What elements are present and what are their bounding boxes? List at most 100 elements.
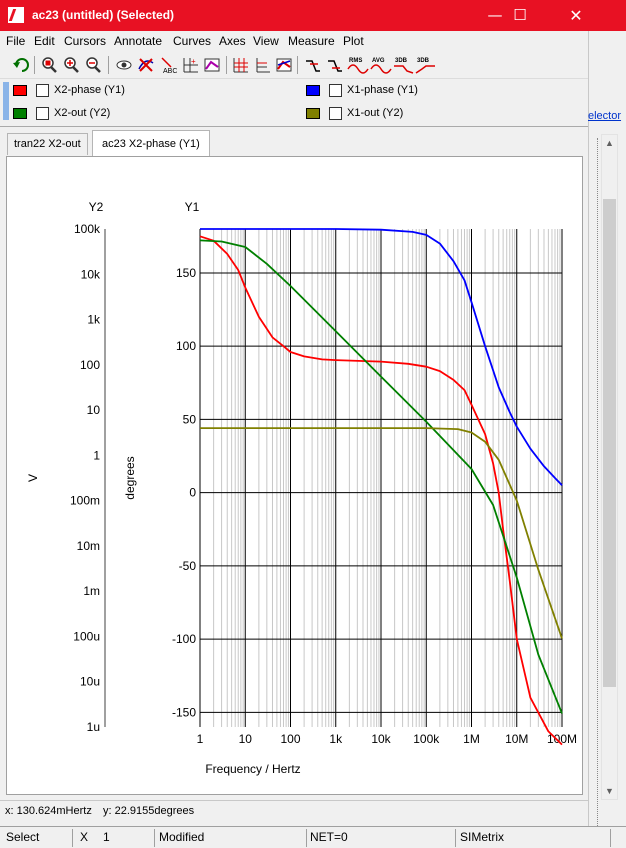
scroll-down-icon[interactable]: ▼ xyxy=(605,786,614,796)
background-link[interactable]: elector xyxy=(588,110,622,122)
3db-label: 3DB xyxy=(395,58,408,64)
legend-checkbox[interactable] xyxy=(329,107,342,120)
y2-title: Y2 xyxy=(89,200,104,214)
delete-curve-icon[interactable] xyxy=(137,55,155,75)
x-tick-label: 1k xyxy=(329,732,343,746)
3db-alt-label: 3DB xyxy=(417,58,430,64)
zoom-full-icon[interactable] xyxy=(41,55,59,75)
legend-label: X2-phase (Y1) xyxy=(54,84,125,96)
y2-tick-label: 100k xyxy=(74,222,101,236)
x-tick-label: 10k xyxy=(371,732,391,746)
3db-alt-icon[interactable]: 3DB xyxy=(415,55,437,75)
menu-curves[interactable]: Curves xyxy=(173,34,212,48)
x-tick-label: 1M xyxy=(463,732,480,746)
legend-checkbox[interactable] xyxy=(329,84,342,97)
zoom-out-icon[interactable] xyxy=(85,55,103,75)
color-icon[interactable] xyxy=(275,55,293,75)
menu-plot[interactable]: Plot xyxy=(343,34,364,48)
y2-tick-label: 1u xyxy=(87,720,100,734)
status-separator xyxy=(306,829,307,847)
tab-strip: tran22 X2-out ac23 X2-phase (Y1) xyxy=(0,126,588,156)
rms-icon[interactable]: RMS xyxy=(347,55,369,75)
legend-swatch xyxy=(306,108,320,119)
menu-edit[interactable]: Edit xyxy=(34,34,55,48)
menu-axes[interactable]: Axes xyxy=(219,34,246,48)
legend-item[interactable]: X1-out (Y2) xyxy=(306,107,506,121)
tab-ac23[interactable]: ac23 X2-phase (Y1) xyxy=(92,130,210,156)
curve-settings-icon[interactable] xyxy=(203,55,221,75)
app-logo-icon xyxy=(8,7,24,23)
background-divider xyxy=(597,138,598,828)
3db-icon[interactable]: 3DB xyxy=(393,55,415,75)
menu-cursors[interactable]: Cursors xyxy=(64,34,107,48)
legend-swatch xyxy=(306,85,320,96)
legend-checkbox[interactable] xyxy=(36,107,49,120)
legend-checkbox[interactable] xyxy=(36,84,49,97)
status-separator xyxy=(610,829,611,847)
scroll-up-icon[interactable]: ▲ xyxy=(605,138,614,148)
menu-view[interactable]: View xyxy=(253,34,279,48)
y1-tick-label: -50 xyxy=(179,559,197,573)
y2-tick-label: 100 xyxy=(80,358,100,372)
background-scrollbar[interactable]: ▲ ▼ xyxy=(601,134,618,800)
status-app: SIMetrix xyxy=(460,830,505,844)
y2-tick-label: 10k xyxy=(81,267,101,281)
y1-tick-label: -150 xyxy=(172,705,196,719)
series-line xyxy=(200,427,563,639)
label-icon[interactable]: ABC xyxy=(159,55,177,75)
toolbar-separator xyxy=(108,56,109,74)
y1-axis-label: degrees xyxy=(123,456,137,499)
legend-panel xyxy=(0,80,588,124)
y2-tick-label: 10 xyxy=(87,403,101,417)
x-axis-label: Frequency / Hertz xyxy=(205,762,300,776)
y2-tick-label: 1m xyxy=(83,584,100,598)
close-button[interactable]: ✕ xyxy=(569,6,583,25)
series-line xyxy=(199,235,563,746)
y1-tick-label: 100 xyxy=(176,339,196,353)
status-x-label: X xyxy=(80,830,89,844)
readout-x: x: 130.624mHertz xyxy=(5,805,92,817)
scroll-thumb[interactable] xyxy=(603,199,616,687)
plot-area[interactable] xyxy=(6,156,583,795)
x-tick-label: 100M xyxy=(547,732,577,746)
add-axis-icon[interactable]: + xyxy=(181,55,199,75)
y1-tick-label: -100 xyxy=(172,632,196,646)
toolbar-separator xyxy=(226,56,227,74)
y1-tick-label: 0 xyxy=(189,486,196,500)
y1-tick-label: 50 xyxy=(183,412,197,426)
menu-annotate[interactable]: Annotate xyxy=(114,34,163,48)
minimize-button[interactable]: — xyxy=(487,6,503,24)
menu-measure[interactable]: Measure xyxy=(288,34,335,48)
title-bar[interactable]: ac23 (untitled) (Selected) — ☐ ✕ xyxy=(0,0,626,31)
y1-tick-label: 150 xyxy=(176,266,196,280)
legend-item[interactable]: X2-phase (Y1) xyxy=(13,84,213,98)
status-bar: Select X 1 Modified NET=0 SIMetrix xyxy=(0,826,626,848)
legend-swatch xyxy=(13,108,27,119)
view-icon[interactable] xyxy=(115,55,133,75)
tab-tran22[interactable]: tran22 X2-out xyxy=(7,133,88,155)
x-tick-label: 10 xyxy=(239,732,253,746)
y2-tick-label: 1k xyxy=(87,313,101,327)
x-tick-label: 100k xyxy=(413,732,440,746)
legend-item[interactable]: X1-phase (Y1) xyxy=(306,84,506,98)
y2-tick-label: 10m xyxy=(77,539,100,553)
chart[interactable]: 1 10 100 1k 10k 100k 1M 10M 100M 150 100 50 0 -50 -100… xyxy=(6,156,583,795)
status-separator xyxy=(72,829,73,847)
status-mode: Select xyxy=(6,830,40,844)
axis-icon[interactable] xyxy=(253,55,271,75)
rise-icon[interactable] xyxy=(304,55,322,75)
avg-icon[interactable]: AVG xyxy=(370,55,392,75)
maximize-button[interactable]: ☐ xyxy=(513,6,527,24)
legend-item[interactable]: X2-out (Y2) xyxy=(13,107,213,121)
series-line xyxy=(200,228,563,486)
rms-label: RMS xyxy=(349,58,362,64)
status-separator xyxy=(455,829,456,847)
zoom-in-icon[interactable] xyxy=(63,55,81,75)
fall-icon[interactable] xyxy=(326,55,344,75)
grid-icon[interactable] xyxy=(231,55,249,75)
svg-text:+: + xyxy=(191,57,196,66)
menu-file[interactable]: File xyxy=(6,34,26,48)
y2-tick-label: 1 xyxy=(93,448,100,462)
undo-icon[interactable] xyxy=(12,55,30,75)
